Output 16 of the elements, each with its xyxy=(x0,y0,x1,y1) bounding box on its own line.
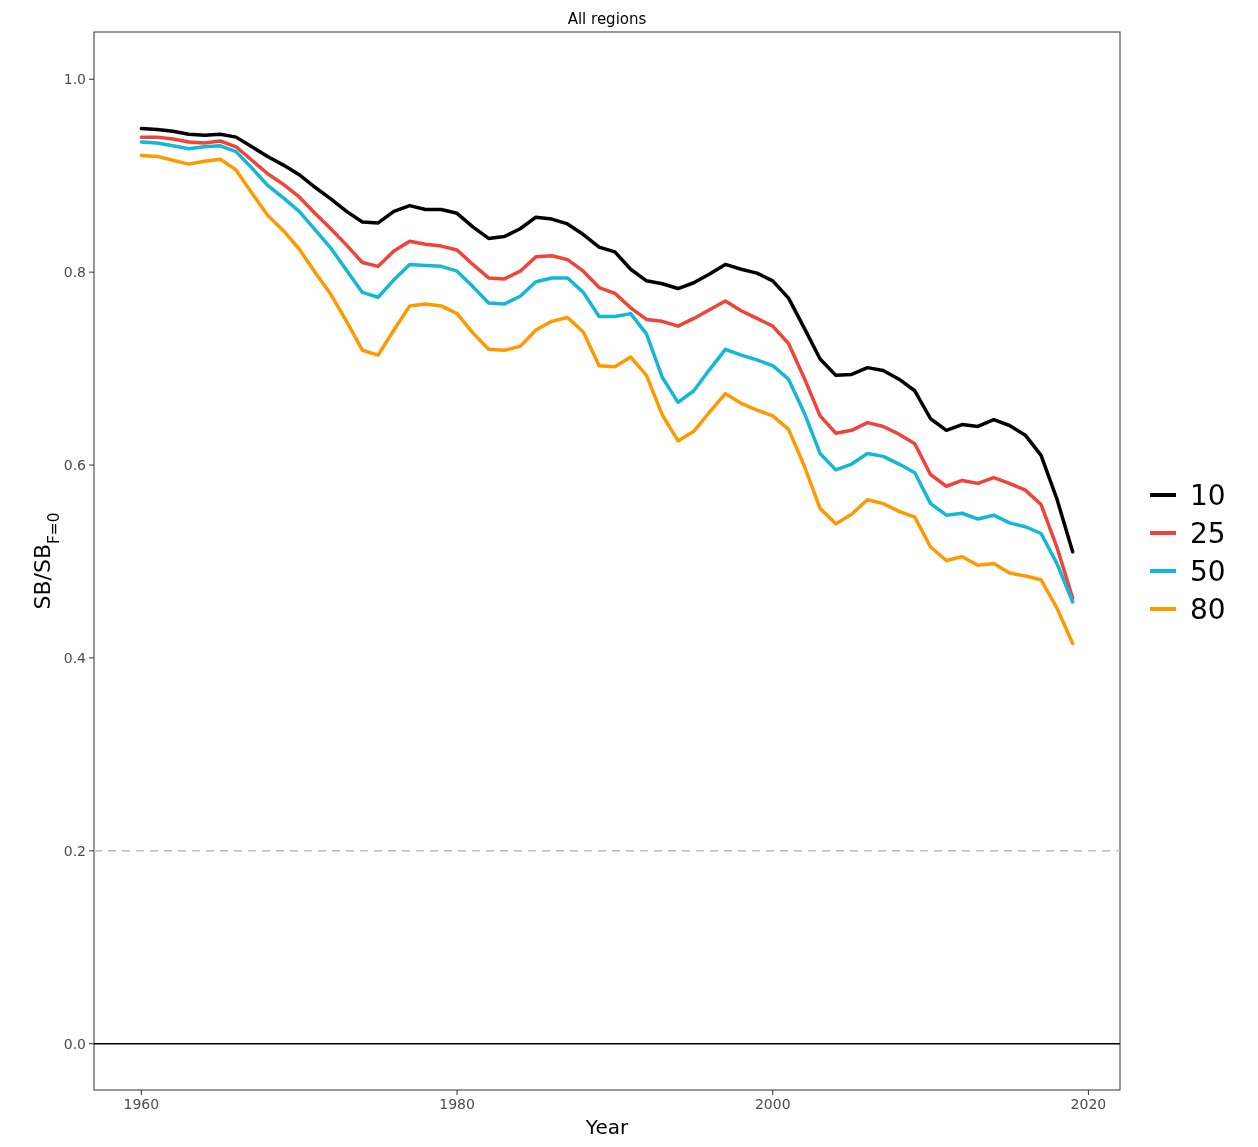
x-tick-label: 2020 xyxy=(1070,1096,1107,1112)
legend-label: 10 xyxy=(1190,479,1226,512)
y-tick-label: 0.4 xyxy=(63,649,87,666)
x-tick-label: 2000 xyxy=(754,1096,791,1112)
x-axis-title: Year xyxy=(584,1115,629,1139)
y-tick-label: 0.8 xyxy=(63,264,86,281)
y-tick-label: 1.0 xyxy=(63,71,86,88)
y-tick-label: 0.6 xyxy=(63,457,87,474)
y-tick-label: 0.0 xyxy=(63,1035,86,1052)
y-tick-label: 0.2 xyxy=(63,842,86,859)
legend-label: 80 xyxy=(1190,593,1226,626)
x-tick-label: 1980 xyxy=(439,1096,475,1112)
legend-label: 25 xyxy=(1190,517,1226,550)
legend-label: 50 xyxy=(1190,555,1226,588)
x-tick-label: 1960 xyxy=(123,1096,160,1112)
chart-title: All regions xyxy=(567,10,647,28)
